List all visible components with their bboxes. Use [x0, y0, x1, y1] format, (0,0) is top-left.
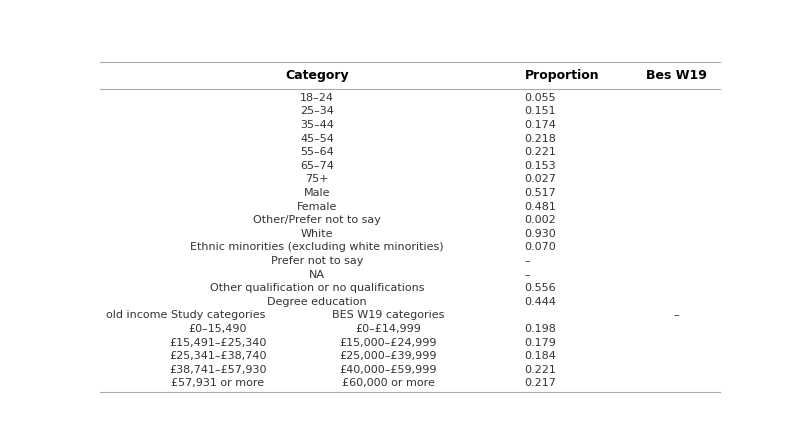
Text: 0.184: 0.184	[525, 351, 557, 361]
Text: Male: Male	[304, 188, 330, 198]
Text: £38,741–£57,930: £38,741–£57,930	[169, 365, 266, 375]
Text: 0.027: 0.027	[525, 174, 557, 185]
Text: 0.179: 0.179	[525, 338, 557, 348]
Text: Other/Prefer not to say: Other/Prefer not to say	[253, 215, 381, 225]
Text: 0.221: 0.221	[525, 365, 557, 375]
Text: NA: NA	[309, 270, 325, 279]
Text: 0.221: 0.221	[525, 147, 557, 157]
Text: Prefer not to say: Prefer not to say	[271, 256, 363, 266]
Text: £25,341–£38,740: £25,341–£38,740	[169, 351, 266, 361]
Text: 0.517: 0.517	[525, 188, 557, 198]
Text: 0.153: 0.153	[525, 161, 556, 171]
Text: Bes W19: Bes W19	[646, 69, 707, 82]
Text: Degree education: Degree education	[267, 297, 367, 307]
Text: Female: Female	[297, 202, 337, 212]
Text: –: –	[525, 256, 530, 266]
Text: Study categories: Study categories	[170, 311, 265, 320]
Text: 0.444: 0.444	[525, 297, 557, 307]
Text: £0–15,490: £0–15,490	[189, 324, 247, 334]
Text: 0.930: 0.930	[525, 229, 557, 239]
Text: 35–44: 35–44	[300, 120, 334, 130]
Text: 0.151: 0.151	[525, 106, 556, 117]
Text: £15,000–£24,999: £15,000–£24,999	[339, 338, 437, 348]
Text: £60,000 or more: £60,000 or more	[342, 378, 434, 388]
Text: £40,000–£59,999: £40,000–£59,999	[339, 365, 437, 375]
Text: 65–74: 65–74	[300, 161, 334, 171]
Text: –: –	[674, 311, 679, 320]
Text: £15,491–£25,340: £15,491–£25,340	[169, 338, 266, 348]
Text: –: –	[525, 270, 530, 279]
Text: White: White	[301, 229, 334, 239]
Text: 45–54: 45–54	[300, 134, 334, 144]
Text: £0–£14,999: £0–£14,999	[355, 324, 422, 334]
Text: 0.198: 0.198	[525, 324, 557, 334]
Text: 0.218: 0.218	[525, 134, 557, 144]
Text: 55–64: 55–64	[300, 147, 334, 157]
Text: £25,000–£39,999: £25,000–£39,999	[339, 351, 437, 361]
Text: 18–24: 18–24	[300, 93, 334, 103]
Text: 0.002: 0.002	[525, 215, 557, 225]
Text: 0.174: 0.174	[525, 120, 557, 130]
Text: old income: old income	[106, 311, 167, 320]
Text: 0.055: 0.055	[525, 93, 556, 103]
Text: Ethnic minorities (excluding white minorities): Ethnic minorities (excluding white minor…	[190, 243, 444, 252]
Text: 0.556: 0.556	[525, 283, 556, 293]
Text: 0.070: 0.070	[525, 243, 557, 252]
Text: 25–34: 25–34	[300, 106, 334, 117]
Text: 75+: 75+	[306, 174, 329, 185]
Text: BES W19 categories: BES W19 categories	[332, 311, 445, 320]
Text: Proportion: Proportion	[525, 69, 599, 82]
Text: 0.481: 0.481	[525, 202, 557, 212]
Text: Other qualification or no qualifications: Other qualification or no qualifications	[210, 283, 424, 293]
Text: Category: Category	[285, 69, 349, 82]
Text: £57,931 or more: £57,931 or more	[171, 378, 264, 388]
Text: 0.217: 0.217	[525, 378, 557, 388]
